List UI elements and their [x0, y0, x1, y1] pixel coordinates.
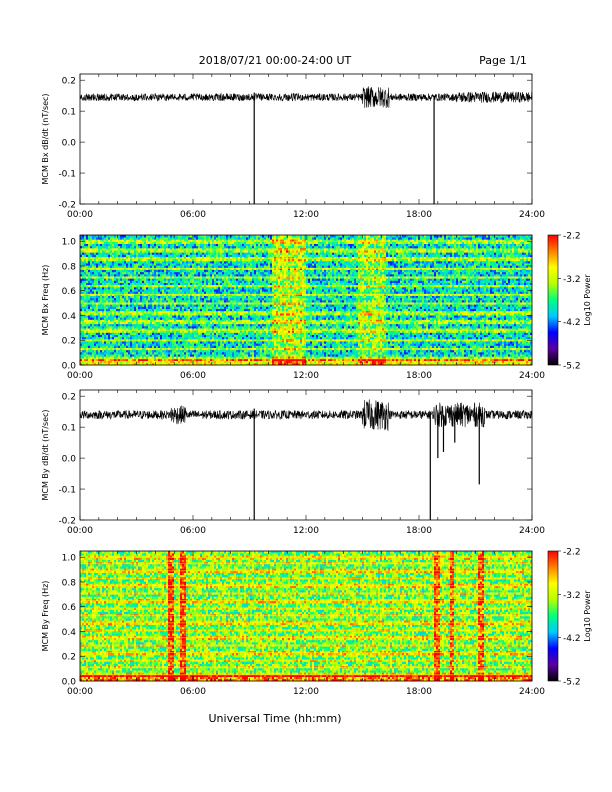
x-tick-label-2: 06:00 — [180, 526, 206, 536]
panel-1: 00:00 06:00 12:00 18:00 24:00 0.2 0.1 0.0 -0.1 -0… — [41, 74, 545, 220]
x-tick-label-5: 24:00 — [519, 371, 545, 381]
page-indicator: Page 1/1 — [479, 54, 527, 67]
y-tick-label-1: 1.0 — [62, 238, 77, 248]
x-tick-label-3: 12:00 — [293, 687, 319, 697]
colorbar-tick-label-4: -5.2 — [563, 678, 581, 688]
x-tick-label-4: 18:00 — [406, 371, 432, 381]
x-tick-label-2: 06:00 — [180, 210, 206, 220]
y-tick-label-6: 0.0 — [62, 678, 77, 688]
y-tick-label-5: -0.2 — [58, 201, 76, 211]
x-tick-label-3: 12:00 — [293, 210, 319, 220]
colorbar-label: Log10 Power — [583, 274, 592, 326]
figure-title: 2018/07/21 00:00-24:00 UT — [199, 54, 352, 67]
y-tick-label-3: 0.6 — [62, 287, 77, 297]
x-tick-label-1: 00:00 — [67, 687, 93, 697]
y-tick-label-3: 0.0 — [62, 455, 77, 465]
y-tick-label-3: 0.6 — [62, 603, 77, 613]
trace-line — [80, 86, 532, 108]
y-tick-label-5: -0.2 — [58, 517, 76, 527]
y-tick-label-4: -0.1 — [58, 486, 76, 496]
colorbar-label: Log10 Power — [583, 590, 592, 642]
y-tick-label-2: 0.1 — [62, 108, 76, 118]
x-tick-label-2: 06:00 — [180, 687, 206, 697]
axes-frame — [80, 390, 532, 520]
x-tick-label-3: 12:00 — [293, 371, 319, 381]
y-tick-label-4: -0.1 — [58, 170, 76, 180]
x-tick-label-1: 00:00 — [67, 371, 93, 381]
colorbar-tick-label-4: -5.2 — [563, 362, 581, 372]
y-axis-label: MCM By Freq (Hz) — [41, 581, 50, 652]
y-tick-label-2: 0.1 — [62, 424, 76, 434]
colorbar-tick-label-1: -2.2 — [563, 548, 581, 558]
colorbar — [548, 551, 558, 681]
y-tick-label-5: 0.2 — [62, 337, 76, 347]
x-tick-label-4: 18:00 — [406, 687, 432, 697]
colorbar-tick-label-2: -3.2 — [563, 591, 581, 601]
y-tick-label-3: 0.0 — [62, 139, 77, 149]
x-tick-label-4: 18:00 — [406, 526, 432, 536]
x-tick-label-2: 06:00 — [180, 371, 206, 381]
y-tick-label-2: 0.8 — [62, 262, 77, 272]
x-tick-label-5: 24:00 — [519, 526, 545, 536]
y-axis-label: MCM By dB/dt (nT/sec) — [41, 409, 50, 500]
y-axis-label: MCM Bx dB/dt (nT/sec) — [41, 93, 50, 184]
colorbar-tick-label-3: -4.2 — [563, 318, 581, 328]
x-tick-label-5: 24:00 — [519, 210, 545, 220]
colorbar — [548, 235, 558, 365]
y-tick-label-1: 1.0 — [62, 554, 77, 564]
colorbar-tick-label-3: -4.2 — [563, 634, 581, 644]
y-tick-label-4: 0.4 — [62, 628, 77, 638]
y-tick-label-1: 0.2 — [62, 77, 76, 87]
panel-3: 00:00 06:00 12:00 18:00 24:00 0.2 0.1 0.0 -0.1 -0… — [41, 390, 545, 536]
y-axis-label: MCM Bx Freq (Hz) — [41, 265, 50, 336]
y-tick-label-6: 0.0 — [62, 362, 77, 372]
x-tick-label-1: 00:00 — [67, 526, 93, 536]
colorbar-tick-label-1: -2.2 — [563, 232, 581, 242]
panels: 00:00 06:00 12:00 18:00 24:00 0.2 0.1 0.0 -0.1 -0… — [41, 74, 592, 697]
colorbar-tick-label-2: -3.2 — [563, 275, 581, 285]
x-tick-label-1: 00:00 — [67, 210, 93, 220]
panel-4: -2.2 -3.2 -4.2 -5.2 Log10 Power 00:00 06:00 12:… — [41, 548, 592, 698]
x-tick-label-5: 24:00 — [519, 687, 545, 697]
y-tick-label-1: 0.2 — [62, 393, 76, 403]
y-tick-label-4: 0.4 — [62, 312, 77, 322]
y-tick-label-5: 0.2 — [62, 653, 76, 663]
x-tick-label-4: 18:00 — [406, 210, 432, 220]
spectrogram-cells — [80, 235, 532, 365]
y-tick-label-2: 0.8 — [62, 578, 77, 588]
panel-2: -2.2 -3.2 -4.2 -5.2 Log10 Power 00:00 06:00 12:… — [41, 232, 592, 382]
x-tick-label-3: 12:00 — [293, 526, 319, 536]
x-axis-label: Universal Time (hh:mm) — [209, 712, 342, 725]
trace-line — [80, 399, 532, 430]
